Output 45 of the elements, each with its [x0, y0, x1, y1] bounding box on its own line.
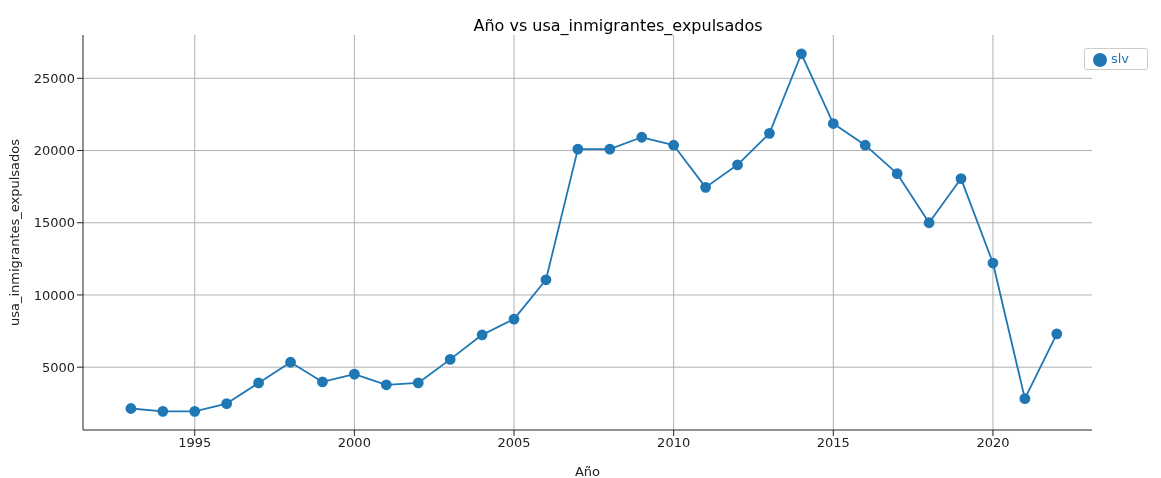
- point: [764, 127, 775, 139]
- point: [891, 168, 903, 180]
- point: [795, 48, 807, 60]
- point: [732, 159, 743, 171]
- point: [1019, 393, 1031, 405]
- point: [636, 131, 648, 143]
- point: [572, 143, 584, 155]
- point: [285, 356, 296, 368]
- y-tick-label: 25000: [33, 70, 75, 86]
- x-tick-label: 2000: [337, 435, 371, 451]
- chart-title: Año vs usa_inmigrantes_expulsados: [472, 16, 764, 35]
- x-tick-label: 1995: [178, 435, 212, 451]
- point: [1051, 328, 1063, 340]
- point: [923, 217, 935, 229]
- point: [604, 143, 616, 155]
- point: [444, 353, 456, 365]
- y-tick-label: 20000: [33, 143, 75, 159]
- x-tick-label: 2005: [497, 435, 531, 451]
- point: [317, 376, 328, 388]
- point: [987, 257, 999, 269]
- point: [955, 173, 967, 184]
- point: [859, 139, 871, 151]
- point: [253, 377, 264, 389]
- legend-label: slv: [1110, 51, 1129, 66]
- point: [700, 181, 711, 193]
- x-tick-label: 2015: [816, 435, 850, 451]
- point: [380, 379, 392, 391]
- x-tick-label: 2020: [976, 435, 1010, 451]
- x-tick-label: 2010: [657, 435, 691, 451]
- point: [508, 313, 520, 325]
- y-axis-title: usa_inmigrantes_expulsados: [6, 138, 22, 327]
- y-tick-label: 10000: [33, 287, 75, 303]
- point: [668, 139, 680, 151]
- y-tick-label: 15000: [33, 215, 75, 231]
- point: [348, 368, 360, 380]
- point: [157, 405, 169, 417]
- point: [125, 403, 137, 414]
- point: [221, 398, 233, 409]
- y-tick-label: 5000: [41, 359, 75, 375]
- point: [412, 377, 424, 389]
- point: [189, 405, 201, 417]
- point: [476, 329, 488, 341]
- point: [827, 118, 839, 129]
- x-axis-title: Año: [574, 464, 601, 478]
- point: [540, 274, 552, 286]
